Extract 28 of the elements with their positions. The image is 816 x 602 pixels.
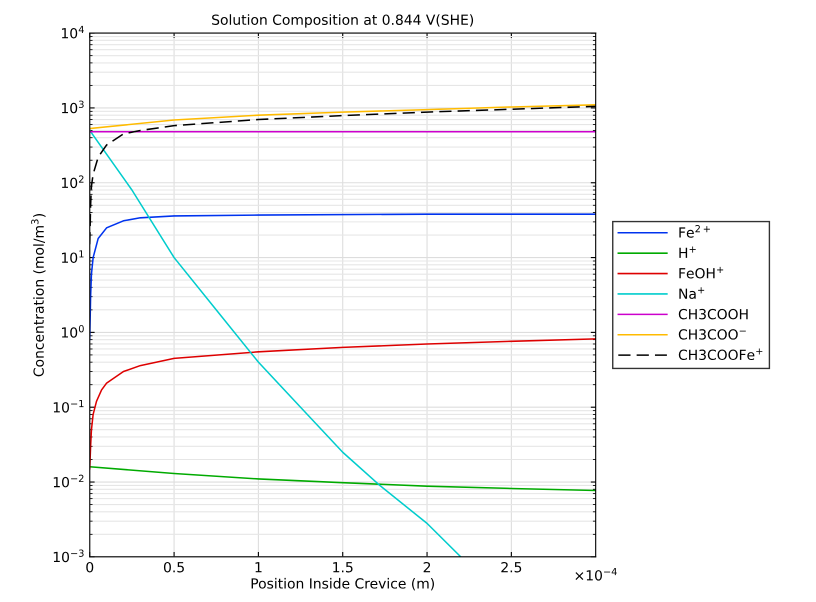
legend-label: Fe$^{2+}$ — [679, 225, 710, 238]
x-tick-label: 1 — [256, 562, 262, 572]
legend-label: H$^{+}$ — [679, 246, 696, 258]
y-tick-label: 10$^{−1}$ — [54, 400, 84, 413]
line-series — [90, 466, 596, 492]
legend-label: CH3COO$^{−}$ — [678, 329, 746, 340]
y-tick-label: 10$^{−3}$ — [54, 549, 84, 562]
legend-label: CH3COOFe$^{+}$ — [678, 348, 762, 360]
y-axis-title: Concentration (mol/m$^{3}$) — [31, 214, 46, 376]
x-tick-label: 0.5 — [164, 562, 184, 572]
text: ×10$^{−4}$ — [576, 568, 617, 581]
x-tick-label: 2 — [424, 562, 430, 572]
chart-title: Solution Composition at 0.844 V(SHE) — [212, 14, 474, 28]
y-tick-label: 10$^{0}$ — [62, 325, 84, 338]
x-axis-title: Position Inside Crevice (m) — [252, 578, 434, 590]
y-tick-label: 10$^{2}$ — [62, 175, 84, 188]
y-tick-label: 10$^{3}$ — [62, 100, 84, 114]
legend-label: FeOH$^{+}$ — [679, 266, 724, 279]
y-tick-label: 10$^{1}$ — [62, 250, 84, 263]
line-series — [90, 104, 596, 130]
x-tick-label: 2.5 — [501, 562, 522, 572]
line-series — [90, 130, 462, 557]
legend-label: Na$^{+}$ — [679, 287, 704, 299]
x-tick-label: 1.5 — [333, 562, 353, 572]
x-tick-label: 0 — [86, 562, 94, 572]
legend-label: CH3COOH — [678, 308, 748, 320]
y-tick-label: 10$^{4}$ — [62, 26, 84, 38]
y-tick-label: 10$^{−2}$ — [54, 474, 84, 488]
